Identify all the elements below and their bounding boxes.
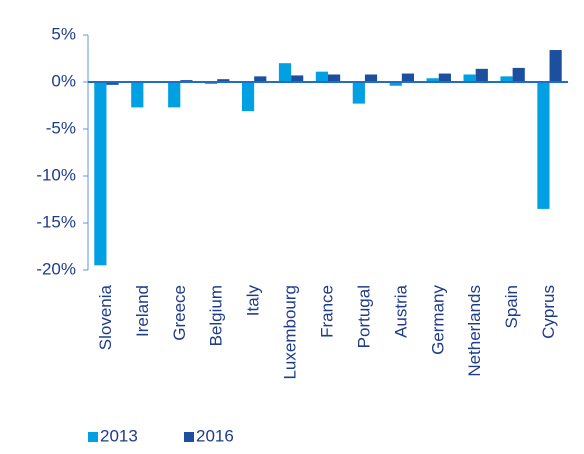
bar: [168, 82, 181, 108]
x-tick-label: Spain: [502, 285, 521, 328]
x-tick-label: Slovenia: [96, 284, 115, 350]
x-tick-label: Ireland: [133, 285, 152, 337]
bar: [500, 76, 513, 82]
y-tick-label: -20%: [36, 259, 76, 278]
bar: [315, 71, 328, 82]
bar: [389, 82, 402, 86]
y-tick-label: -10%: [36, 165, 76, 184]
bar: [94, 82, 107, 266]
bar: [241, 82, 255, 112]
x-tick-label: Germany: [428, 285, 447, 355]
bar: [475, 68, 488, 82]
bar: [131, 82, 144, 108]
x-tick-label: France: [317, 285, 336, 338]
x-tick-label: Netherlands: [465, 285, 484, 377]
legend-label: 2013: [100, 426, 138, 445]
bar: [549, 50, 562, 82]
bar: [364, 74, 378, 82]
bar: [401, 73, 415, 82]
x-tick-label: Austria: [391, 284, 410, 337]
bar: [438, 73, 451, 82]
bar: [352, 82, 365, 104]
x-tick-label: Italy: [244, 285, 263, 317]
y-tick-label: 0%: [51, 71, 76, 90]
x-tick-label: Portugal: [354, 285, 373, 348]
bar: [426, 78, 439, 82]
bar: [291, 75, 304, 82]
bar: [463, 74, 476, 82]
bar: [254, 76, 267, 82]
legend-swatch: [88, 432, 98, 442]
bar: [328, 74, 341, 82]
y-tick-label: -15%: [36, 212, 76, 231]
legend-label: 2016: [196, 426, 234, 445]
x-tick-label: Belgium: [207, 285, 226, 346]
x-tick-label: Cyprus: [539, 285, 558, 339]
bar: [512, 67, 525, 82]
bar: [106, 82, 119, 85]
x-tick-label: Greece: [170, 285, 189, 341]
x-tick-label: Luxembourg: [281, 285, 300, 380]
bar: [278, 63, 292, 82]
bar: [537, 82, 550, 209]
y-tick-label: 5%: [51, 24, 76, 43]
legend-swatch: [184, 432, 194, 442]
y-tick-label: -5%: [46, 118, 76, 137]
bar: [217, 79, 230, 82]
